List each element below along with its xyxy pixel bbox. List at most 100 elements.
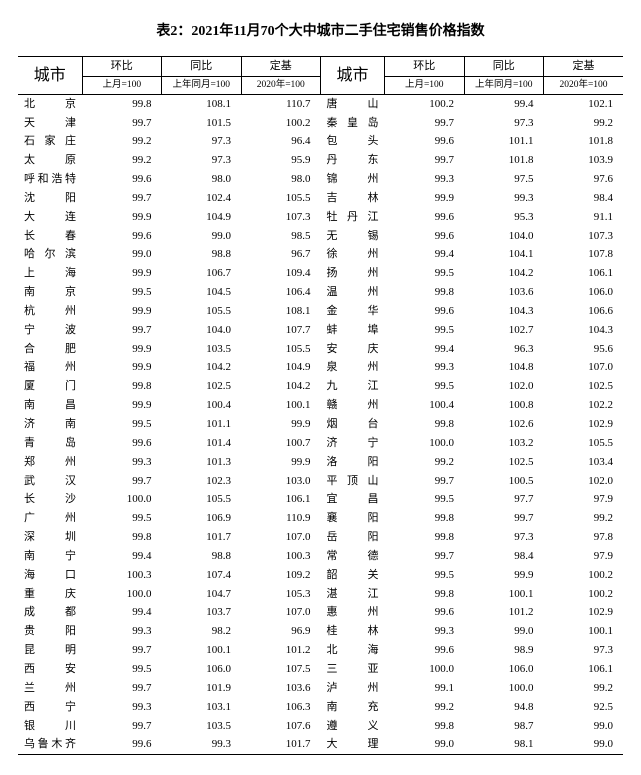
cell-value: 99.6: [385, 208, 464, 227]
cell-value: 97.3: [162, 151, 241, 170]
cell-value: 101.2: [464, 603, 543, 622]
cell-value: 99.7: [82, 321, 161, 340]
cell-value: 99.7: [82, 679, 161, 698]
sub-lastmonth-left: 上月=100: [82, 76, 161, 94]
sub-lastyear-left: 上年同月=100: [162, 76, 241, 94]
cell-value: 102.5: [543, 377, 623, 396]
cell-value: 99.2: [82, 151, 161, 170]
cell-value: 99.7: [82, 114, 161, 133]
cell-value: 107.0: [543, 358, 623, 377]
cell-value: 99.2: [385, 698, 464, 717]
cell-value: 105.5: [241, 189, 320, 208]
cell-value: 97.3: [543, 641, 623, 660]
city-name: 桂 林: [320, 622, 384, 641]
cell-value: 98.8: [162, 245, 241, 264]
city-name: 无 锡: [320, 227, 384, 246]
cell-value: 103.6: [241, 679, 320, 698]
cell-value: 100.8: [464, 396, 543, 415]
cell-value: 99.6: [385, 603, 464, 622]
cell-value: 108.1: [162, 94, 241, 113]
city-name: 重 庆: [18, 585, 82, 604]
city-name: 南 京: [18, 283, 82, 302]
cell-value: 101.7: [162, 528, 241, 547]
cell-value: 99.7: [385, 547, 464, 566]
cell-value: 100.0: [385, 660, 464, 679]
city-name: 平 顶 山: [320, 472, 384, 491]
city-name: 长 沙: [18, 490, 82, 509]
table-row: 太 原99.297.395.9丹 东99.7101.8103.9: [18, 151, 623, 170]
cell-value: 98.0: [241, 170, 320, 189]
city-name: 西 安: [18, 660, 82, 679]
cell-value: 98.7: [464, 717, 543, 736]
cell-value: 105.5: [162, 490, 241, 509]
cell-value: 99.8: [385, 509, 464, 528]
city-name: 武 汉: [18, 472, 82, 491]
cell-value: 99.0: [543, 735, 623, 754]
cell-value: 103.5: [162, 340, 241, 359]
cell-value: 106.1: [241, 490, 320, 509]
city-name: 韶 关: [320, 566, 384, 585]
table-row: 南 京99.5104.5106.4温 州99.8103.6106.0: [18, 283, 623, 302]
table-row: 济 南99.5101.199.9烟 台99.8102.6102.9: [18, 415, 623, 434]
city-name: 长 春: [18, 227, 82, 246]
city-name: 遵 义: [320, 717, 384, 736]
cell-value: 99.7: [385, 472, 464, 491]
cell-value: 99.5: [385, 490, 464, 509]
city-name: 南 充: [320, 698, 384, 717]
cell-value: 104.5: [162, 283, 241, 302]
table-row: 宁 波99.7104.0107.7蚌 埠99.5102.7104.3: [18, 321, 623, 340]
city-name: 郑 州: [18, 453, 82, 472]
cell-value: 107.3: [241, 208, 320, 227]
cell-value: 103.7: [162, 603, 241, 622]
cell-value: 99.4: [82, 603, 161, 622]
cell-value: 105.5: [241, 340, 320, 359]
table-row: 贵 阳99.398.296.9桂 林99.399.0100.1: [18, 622, 623, 641]
cell-value: 107.0: [241, 603, 320, 622]
cell-value: 99.9: [385, 189, 464, 208]
cell-value: 100.4: [162, 396, 241, 415]
table-row: 深 圳99.8101.7107.0岳 阳99.897.397.8: [18, 528, 623, 547]
city-name: 蚌 埠: [320, 321, 384, 340]
cell-value: 99.8: [385, 585, 464, 604]
cell-value: 98.1: [464, 735, 543, 754]
cell-value: 99.0: [464, 622, 543, 641]
city-name: 赣 州: [320, 396, 384, 415]
cell-value: 107.0: [241, 528, 320, 547]
cell-value: 96.4: [241, 132, 320, 151]
city-name: 牡 丹 江: [320, 208, 384, 227]
city-name: 青 岛: [18, 434, 82, 453]
cell-value: 99.0: [385, 735, 464, 754]
cell-value: 101.8: [543, 132, 623, 151]
table-row: 大 连99.9104.9107.3牡 丹 江99.695.391.1: [18, 208, 623, 227]
cell-value: 99.9: [241, 415, 320, 434]
cell-value: 99.5: [385, 377, 464, 396]
cell-value: 103.0: [241, 472, 320, 491]
cell-value: 100.0: [82, 490, 161, 509]
cell-value: 102.5: [464, 453, 543, 472]
cell-value: 99.9: [82, 396, 161, 415]
cell-value: 96.7: [241, 245, 320, 264]
sub-lastmonth-right: 上月=100: [385, 76, 464, 94]
city-name: 西 宁: [18, 698, 82, 717]
cell-value: 105.5: [162, 302, 241, 321]
cell-value: 103.6: [464, 283, 543, 302]
city-name: 乌鲁木齐: [18, 735, 82, 754]
cell-value: 99.9: [241, 453, 320, 472]
cell-value: 104.3: [543, 321, 623, 340]
cell-value: 99.5: [385, 264, 464, 283]
cell-value: 99.1: [385, 679, 464, 698]
cell-value: 97.3: [464, 114, 543, 133]
cell-value: 99.6: [82, 170, 161, 189]
cell-value: 99.7: [385, 114, 464, 133]
cell-value: 99.5: [385, 566, 464, 585]
cell-value: 99.6: [385, 302, 464, 321]
price-index-table: 城市 环比 同比 定基 城市 环比 同比 定基 上月=100 上年同月=100 …: [18, 56, 623, 755]
cell-value: 103.1: [162, 698, 241, 717]
cell-value: 99.6: [385, 132, 464, 151]
cell-value: 92.5: [543, 698, 623, 717]
cell-value: 98.4: [543, 189, 623, 208]
sub-lastyear-right: 上年同月=100: [464, 76, 543, 94]
cell-value: 104.9: [162, 208, 241, 227]
cell-value: 100.2: [543, 585, 623, 604]
cell-value: 99.5: [82, 415, 161, 434]
